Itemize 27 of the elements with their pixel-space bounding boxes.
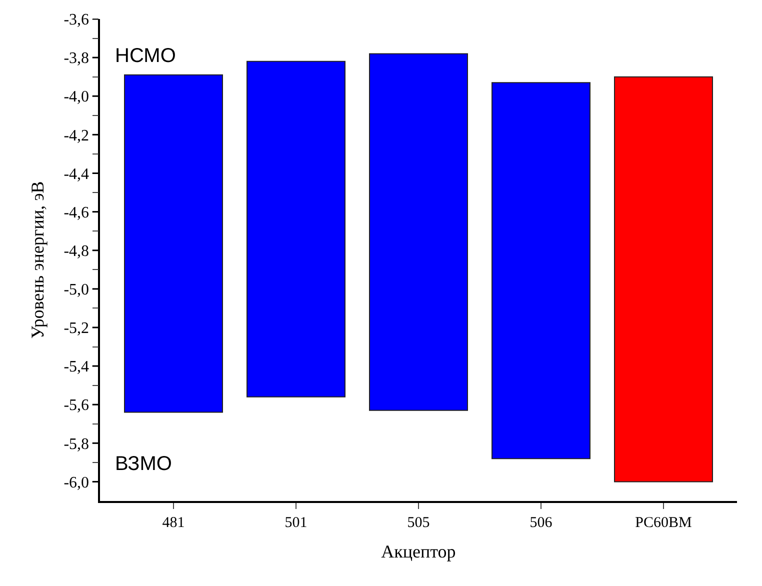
x-tick-label: 501	[284, 514, 308, 531]
bar	[124, 74, 223, 413]
y-tick-label: -5,6	[64, 397, 90, 414]
bar	[369, 53, 468, 411]
x-tick-label: 505	[407, 514, 430, 531]
y-tick-label: -5,0	[64, 282, 90, 299]
y-axis-title: Уровень энергии, эВ	[27, 181, 48, 339]
x-axis-title: Акцептор	[381, 541, 456, 562]
bar	[492, 82, 590, 460]
y-tick-label: -4,6	[64, 204, 90, 222]
y-tick-label: -4,8	[64, 242, 90, 260]
y-tick-label: -5,8	[64, 436, 90, 453]
y-tick-label: -3,8	[64, 50, 90, 68]
y-tick-label: -4,2	[64, 127, 90, 144]
y-tick-label: -5,2	[64, 320, 90, 338]
annotation: ВЗМО	[115, 453, 172, 475]
y-tick-label: -4,4	[64, 166, 90, 183]
x-tick-label: 481	[162, 514, 185, 531]
y-tick-label: -6,0	[64, 474, 90, 492]
x-tick-label: 506	[530, 514, 553, 531]
x-tick-label: PC60BM	[635, 514, 692, 531]
y-tick-label: -4,0	[64, 88, 90, 106]
bar	[246, 60, 346, 398]
bar	[614, 76, 713, 482]
y-tick-label: -5,4	[64, 358, 90, 376]
y-tick-label: -3,6	[64, 12, 90, 29]
annotation: НСМО	[115, 45, 176, 67]
